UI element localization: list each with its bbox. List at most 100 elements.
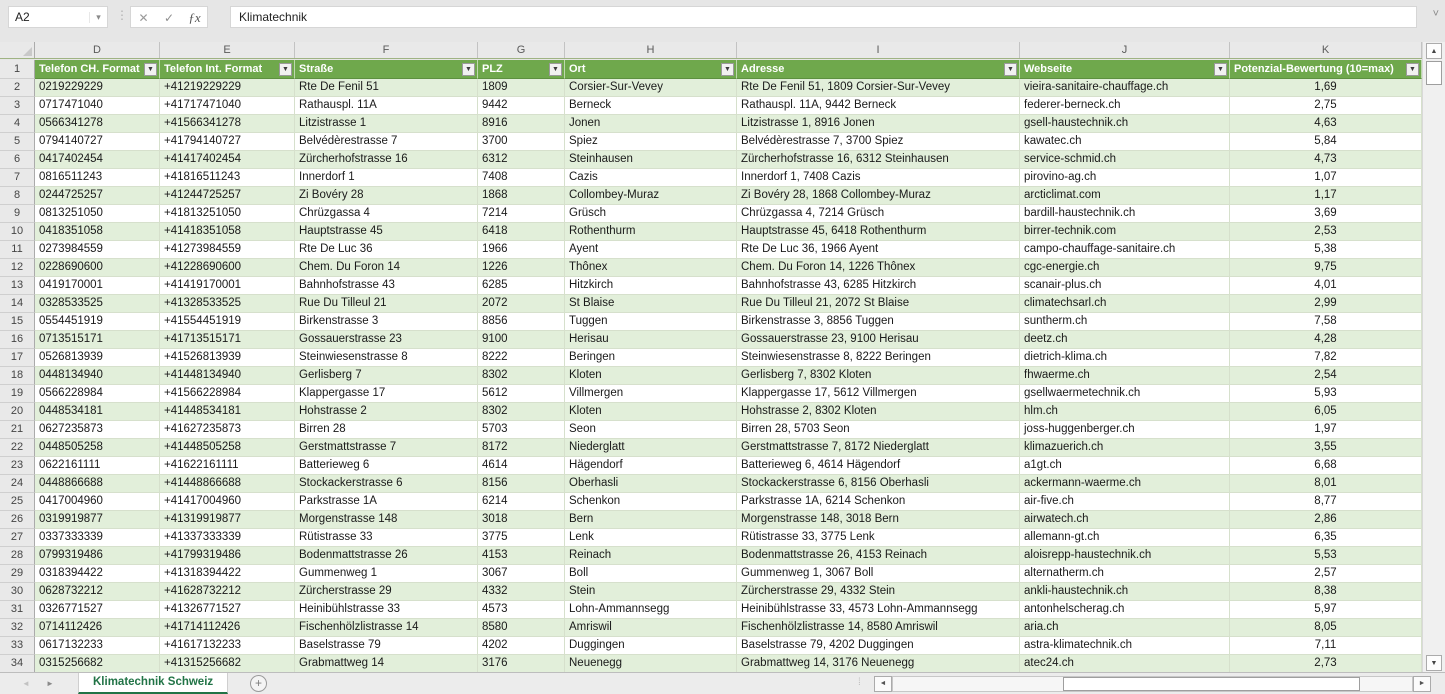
header-cell[interactable]: PLZ ▼ bbox=[478, 60, 565, 79]
cell[interactable]: Stockackerstrasse 6, 8156 Oberhasli bbox=[737, 475, 1020, 493]
column-letter[interactable]: E bbox=[160, 42, 295, 58]
cell[interactable]: +41228690600 bbox=[160, 259, 295, 277]
cell[interactable]: Reinach bbox=[565, 547, 737, 565]
cell[interactable]: 0318394422 bbox=[35, 565, 160, 583]
cell[interactable]: 3176 bbox=[478, 655, 565, 673]
add-sheet-button[interactable]: + bbox=[250, 675, 267, 692]
row-number[interactable]: 15 bbox=[0, 313, 35, 331]
cell[interactable]: 6312 bbox=[478, 151, 565, 169]
cell[interactable]: 2,54 bbox=[1230, 367, 1422, 385]
cell[interactable]: 0526813939 bbox=[35, 349, 160, 367]
row-number[interactable]: 20 bbox=[0, 403, 35, 421]
cell[interactable]: 0418351058 bbox=[35, 223, 160, 241]
cell[interactable]: Rütistrasse 33 bbox=[295, 529, 478, 547]
cancel-icon[interactable]: ✕ bbox=[130, 6, 156, 28]
cell[interactable]: astra-klimatechnik.ch bbox=[1020, 637, 1230, 655]
header-cell[interactable]: Webseite ▼ bbox=[1020, 60, 1230, 79]
cell[interactable]: 6,68 bbox=[1230, 457, 1422, 475]
row-number[interactable]: 26 bbox=[0, 511, 35, 529]
cell[interactable]: 2,75 bbox=[1230, 97, 1422, 115]
row-number[interactable]: 17 bbox=[0, 349, 35, 367]
row-number[interactable]: 6 bbox=[0, 151, 35, 169]
cell[interactable]: 8302 bbox=[478, 367, 565, 385]
cell[interactable]: Bodenmattstrasse 26 bbox=[295, 547, 478, 565]
cell[interactable]: 0419170001 bbox=[35, 277, 160, 295]
cell[interactable]: Grüsch bbox=[565, 205, 737, 223]
cell[interactable]: Rütistrasse 33, 3775 Lenk bbox=[737, 529, 1020, 547]
filter-button-icon[interactable]: ▼ bbox=[144, 62, 157, 76]
cell[interactable]: 1809 bbox=[478, 79, 565, 97]
row-number[interactable]: 34 bbox=[0, 655, 35, 673]
cell[interactable]: +41244725257 bbox=[160, 187, 295, 205]
cell[interactable]: Chrüzgassa 4 bbox=[295, 205, 478, 223]
cell[interactable]: 7,11 bbox=[1230, 637, 1422, 655]
cell[interactable]: Lohn-Ammannsegg bbox=[565, 601, 737, 619]
row-number[interactable]: 7 bbox=[0, 169, 35, 187]
row-number[interactable]: 25 bbox=[0, 493, 35, 511]
cell[interactable]: aria.ch bbox=[1020, 619, 1230, 637]
cell[interactable]: Birren 28 bbox=[295, 421, 478, 439]
cell[interactable]: campo-chauffage-sanitaire.ch bbox=[1020, 241, 1230, 259]
cell[interactable]: Rothenthurm bbox=[565, 223, 737, 241]
cell[interactable]: +41448134940 bbox=[160, 367, 295, 385]
column-letter[interactable]: F bbox=[295, 42, 478, 58]
cell[interactable]: 0628732212 bbox=[35, 583, 160, 601]
row-number[interactable]: 27 bbox=[0, 529, 35, 547]
cell[interactable]: 6418 bbox=[478, 223, 565, 241]
cell[interactable]: Batterieweg 6, 4614 Hägendorf bbox=[737, 457, 1020, 475]
cell[interactable]: Rte De Luc 36, 1966 Ayent bbox=[737, 241, 1020, 259]
cell[interactable]: +41337333339 bbox=[160, 529, 295, 547]
cell[interactable]: +41628732212 bbox=[160, 583, 295, 601]
cell[interactable]: atec24.ch bbox=[1020, 655, 1230, 673]
row-number[interactable]: 11 bbox=[0, 241, 35, 259]
cell[interactable]: bardill-haustechnik.ch bbox=[1020, 205, 1230, 223]
horizontal-scroll-track[interactable] bbox=[892, 676, 1413, 692]
filter-button-icon[interactable]: ▼ bbox=[721, 62, 734, 76]
cell[interactable]: 0713515171 bbox=[35, 331, 160, 349]
sheet-tab[interactable]: Klimatechnik Schweiz bbox=[78, 673, 229, 694]
cell[interactable]: allemann-gt.ch bbox=[1020, 529, 1230, 547]
cell[interactable]: 8172 bbox=[478, 439, 565, 457]
cell[interactable]: 9442 bbox=[478, 97, 565, 115]
cell[interactable]: 2,57 bbox=[1230, 565, 1422, 583]
cell[interactable]: dietrich-klima.ch bbox=[1020, 349, 1230, 367]
vertical-scrollbar[interactable]: ▲ ▼ bbox=[1422, 42, 1445, 672]
cell[interactable]: Rue Du Tilleul 21, 2072 St Blaise bbox=[737, 295, 1020, 313]
cell[interactable]: Birkenstrasse 3 bbox=[295, 313, 478, 331]
cell[interactable]: 0816511243 bbox=[35, 169, 160, 187]
cell[interactable]: a1gt.ch bbox=[1020, 457, 1230, 475]
filter-button-icon[interactable]: ▼ bbox=[1004, 62, 1017, 76]
cell[interactable]: 0315256682 bbox=[35, 655, 160, 673]
cell[interactable]: 0627235873 bbox=[35, 421, 160, 439]
cell[interactable]: 6,35 bbox=[1230, 529, 1422, 547]
cell[interactable]: Neuenegg bbox=[565, 655, 737, 673]
cell[interactable]: 0813251050 bbox=[35, 205, 160, 223]
cell[interactable]: Kloten bbox=[565, 367, 737, 385]
filter-button-icon[interactable]: ▼ bbox=[1214, 62, 1227, 76]
cell[interactable]: Zürcherhofstrasse 16 bbox=[295, 151, 478, 169]
cell[interactable]: Niederglatt bbox=[565, 439, 737, 457]
cell[interactable]: 0417004960 bbox=[35, 493, 160, 511]
cell[interactable]: Schenkon bbox=[565, 493, 737, 511]
cell[interactable]: +41566341278 bbox=[160, 115, 295, 133]
cell[interactable]: Fischenhölzlistrasse 14, 8580 Amriswil bbox=[737, 619, 1020, 637]
cell[interactable]: 0337333339 bbox=[35, 529, 160, 547]
cell[interactable]: 0448534181 bbox=[35, 403, 160, 421]
cell[interactable]: Steinhausen bbox=[565, 151, 737, 169]
cell[interactable]: Baselstrasse 79, 4202 Duggingen bbox=[737, 637, 1020, 655]
cell[interactable]: 0326771527 bbox=[35, 601, 160, 619]
row-number[interactable]: 32 bbox=[0, 619, 35, 637]
cell[interactable]: 6214 bbox=[478, 493, 565, 511]
header-cell[interactable]: Potenzial-Bewertung (10=max) ▼ bbox=[1230, 60, 1422, 79]
cell[interactable]: +41448866688 bbox=[160, 475, 295, 493]
cell[interactable]: Belvédèrestrasse 7, 3700 Spiez bbox=[737, 133, 1020, 151]
cell[interactable]: 8302 bbox=[478, 403, 565, 421]
cell[interactable]: +41448534181 bbox=[160, 403, 295, 421]
cell[interactable]: Hohstrasse 2 bbox=[295, 403, 478, 421]
cell[interactable]: Villmergen bbox=[565, 385, 737, 403]
scroll-up-icon[interactable]: ▲ bbox=[1426, 43, 1442, 59]
row-number[interactable]: 10 bbox=[0, 223, 35, 241]
formula-input[interactable]: Klimatechnik bbox=[230, 6, 1417, 28]
cell[interactable]: 4332 bbox=[478, 583, 565, 601]
cell[interactable]: 5,84 bbox=[1230, 133, 1422, 151]
